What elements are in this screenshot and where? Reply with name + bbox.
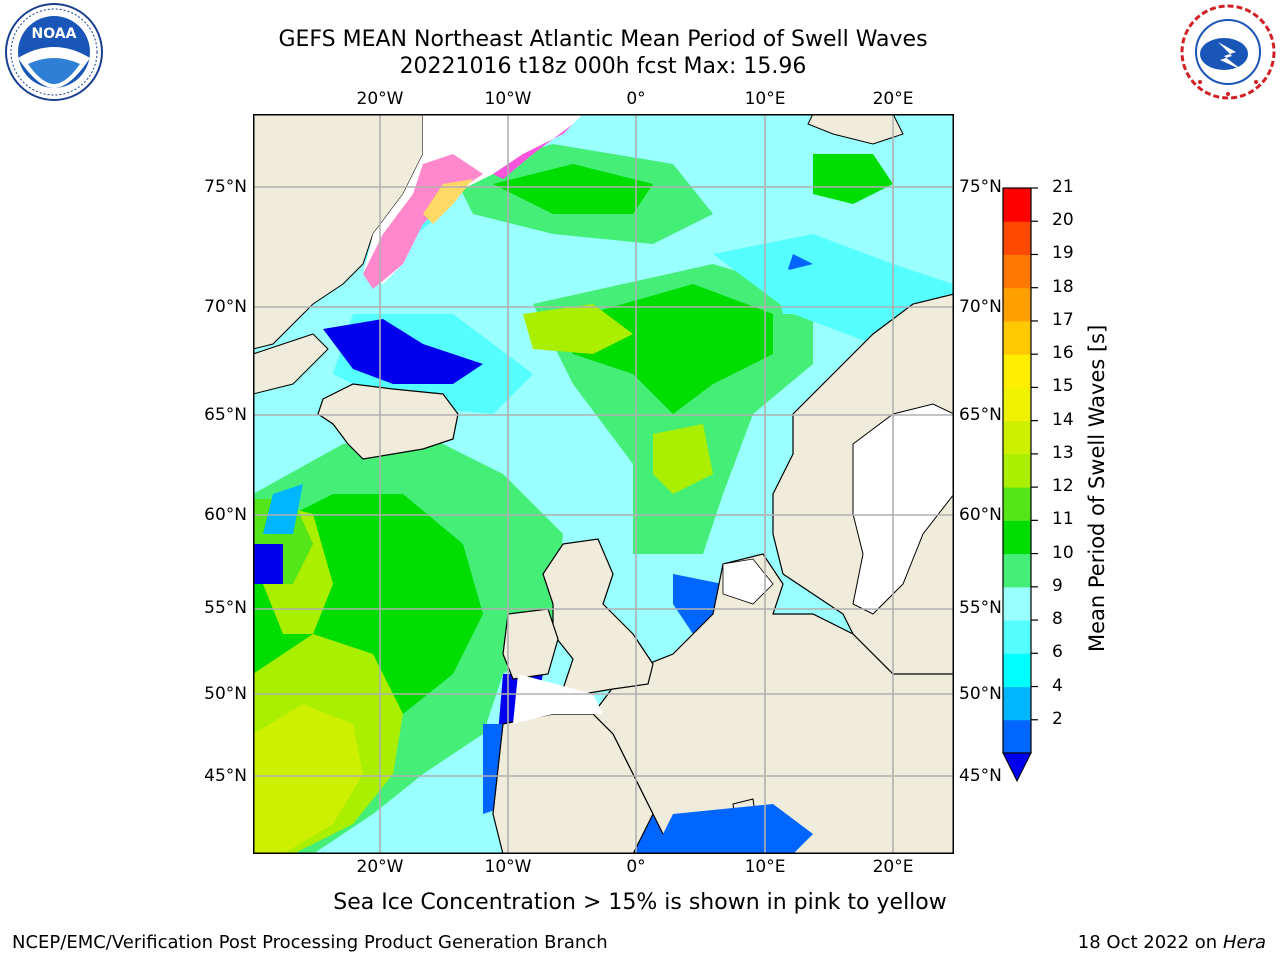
footer-credit: NCEP/EMC/Verification Post Processing Pr…: [12, 932, 608, 953]
colorbar-tick-label: 11: [1052, 509, 1074, 530]
colorbar-bin: [1003, 221, 1031, 255]
lat-tick-left: 70°N: [204, 297, 247, 317]
lat-tick-left: 45°N: [204, 766, 247, 786]
colorbar-bin: [1003, 387, 1031, 422]
lat-tick-left: 65°N: [204, 405, 247, 425]
lat-tick-right: 45°N: [959, 766, 1002, 786]
great-britain-landmass: [542, 538, 654, 695]
colorbar-tick-label: 21: [1052, 177, 1074, 197]
colorbar-bin: [1003, 586, 1031, 621]
colorbar-tick-label: 13: [1052, 442, 1074, 463]
europe-landmass: [592, 553, 954, 854]
map-panel[interactable]: [253, 114, 954, 854]
lat-tick-left: 50°N: [204, 684, 247, 704]
colorbar-tick-label: 6: [1052, 642, 1063, 663]
lon-tick-bottom: 20°W: [356, 857, 404, 877]
iceland-landmass: [317, 383, 459, 460]
lat-tick-right: 75°N: [959, 177, 1002, 197]
lon-tick-bottom: 0°: [626, 857, 646, 877]
colorbar-tick-label: 15: [1052, 376, 1074, 397]
footer-machine: Hera: [1222, 932, 1266, 953]
colorbar-tick-label: 16: [1052, 343, 1074, 364]
lon-tick-top: 20°W: [356, 89, 404, 109]
colorbar-bin: [1003, 453, 1031, 488]
colorbar-tick-label: 2: [1052, 708, 1063, 729]
lon-tick-bottom: 10°E: [744, 857, 786, 877]
lon-tick-top: 10°E: [744, 89, 786, 109]
noaa-logo: NOAA: [4, 2, 104, 102]
colorbar-tick-label: 9: [1052, 575, 1063, 596]
ireland-landmass: [502, 608, 559, 680]
colorbar-tick-label: 10: [1052, 542, 1074, 563]
colorbar-bin: [1003, 686, 1031, 721]
colorbar-bin: [1003, 188, 1031, 222]
sea-ice-note: Sea Ice Concentration > 15% is shown in …: [333, 890, 947, 915]
colorbar-tick-label: 17: [1052, 309, 1074, 330]
colorbar-tick-label: 8: [1052, 609, 1063, 630]
lat-tick-left: 55°N: [204, 598, 247, 618]
colorbar-tick-label: 4: [1052, 675, 1063, 696]
colorbar-extend-triangle: [1002, 752, 1032, 783]
lat-tick-right: 65°N: [959, 405, 1002, 425]
colorbar-tick-label: 12: [1052, 476, 1074, 497]
colorbar-tick-label: 14: [1052, 409, 1074, 430]
colorbar-bin: [1003, 719, 1031, 754]
nws-logo: [1178, 2, 1278, 102]
colorbar-tick-label: 18: [1052, 276, 1074, 297]
colorbar-tick-label: 20: [1052, 210, 1074, 231]
colorbar-bin: [1003, 520, 1031, 555]
lat-tick-right: 70°N: [959, 297, 1002, 317]
chart-subtitle: 20221016 t18z 000h fcst Max: 15.96: [399, 54, 807, 79]
map-frame: [253, 114, 954, 854]
colorbar: [1000, 186, 1040, 786]
lat-tick-right: 55°N: [959, 598, 1002, 618]
colorbar-bin: [1003, 420, 1031, 455]
swell-period-map: [253, 114, 954, 854]
footer-date-text: 18 Oct 2022 on: [1077, 932, 1223, 953]
lat-tick-right: 50°N: [959, 684, 1002, 704]
noaa-logo-text: NOAA: [32, 26, 77, 42]
lon-tick-bottom: 10°W: [484, 857, 532, 877]
colorbar-outline: [1002, 187, 1032, 754]
colorbar-bin: [1003, 653, 1031, 688]
lat-tick-left: 60°N: [204, 505, 247, 525]
lon-tick-top: 0°: [626, 89, 646, 109]
lat-tick-right: 60°N: [959, 505, 1002, 525]
colorbar-bin: [1003, 320, 1031, 355]
colorbar-bin: [1003, 254, 1031, 289]
colorbar-bin: [1003, 487, 1031, 521]
footer-date: 18 Oct 2022 on Hera: [1078, 932, 1266, 953]
colorbar-tick-label: 19: [1052, 243, 1074, 264]
lat-tick-left: 75°N: [204, 177, 247, 197]
lon-tick-bottom: 20°E: [872, 857, 914, 877]
lon-tick-top: 10°W: [484, 89, 532, 109]
colorbar-label: Mean Period of Swell Waves [s]: [1085, 324, 1109, 652]
chart-title: GEFS MEAN Northeast Atlantic Mean Period…: [278, 27, 928, 52]
colorbar-bin: [1003, 553, 1031, 588]
lon-tick-top: 20°E: [872, 89, 914, 109]
colorbar-bin: [1003, 620, 1031, 654]
graticule: [253, 114, 954, 854]
colorbar-bin: [1003, 287, 1031, 322]
colorbar-bin: [1003, 354, 1031, 388]
